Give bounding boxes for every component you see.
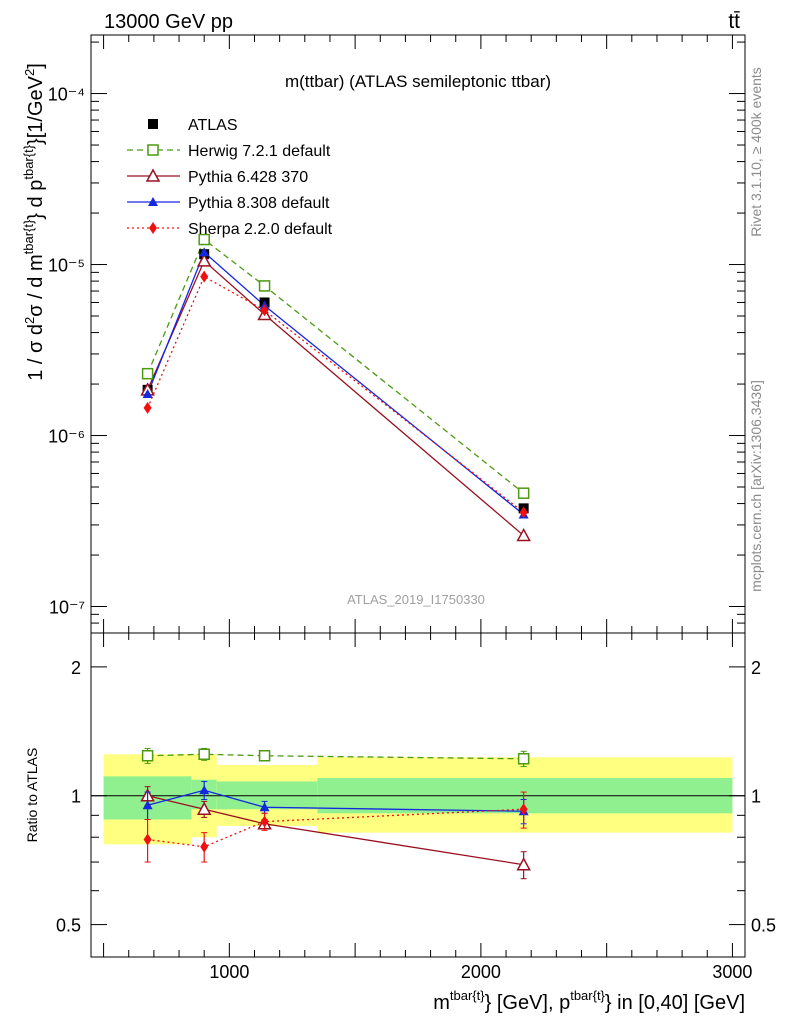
legend-label-sherpa: Sherpa 2.2.0 default <box>188 221 333 238</box>
py6-ratio-point <box>196 801 212 815</box>
analysis-id: ATLAS_2019_I1750330 <box>347 592 485 607</box>
plot-frames <box>90 34 746 958</box>
legend-marker-sherpa <box>149 222 157 234</box>
header-left: 13000 GeV pp <box>104 11 233 33</box>
rivet-label: Rivet 3.1.10, ≥ 400k events <box>748 67 764 237</box>
svg-text:1 / σ d2σ / d mtbar{t}} d ptba: 1 / σ d2σ / d mtbar{t}} d ptbar{t}}[1/Ge… <box>21 63 47 381</box>
series-lines <box>146 238 525 866</box>
legend-marker-py8 <box>148 197 158 206</box>
ratio-y-tick-label: 1 <box>71 787 81 807</box>
herwig-point <box>198 233 210 246</box>
legend-label-py8: Pythia 8.308 default <box>188 195 330 212</box>
ratio-y-tick-label: 2 <box>71 658 81 678</box>
chart-title: m(ttbar) (ATLAS semileptonic ttbar) <box>285 72 551 91</box>
ratio-ylabel: Ratio to ATLAS <box>24 748 40 843</box>
ratio-y-tick-label-right: 1 <box>751 787 761 807</box>
py6-ratio-point <box>516 857 531 871</box>
sherpa-line <box>146 275 525 513</box>
axis-ticks: 10⁻⁷ 10⁻⁶ 10⁻⁵ 10⁻⁴ 0.5 0.5 1 1 2 2 1000 2000 3000 <box>48 35 776 982</box>
x-tick-label: 2000 <box>461 962 501 982</box>
sherpa-ratio-point <box>519 803 528 816</box>
herwig-point <box>141 367 154 380</box>
x-tick-label: 1000 <box>209 962 249 982</box>
y-tick-label: 10⁻⁷ <box>49 598 85 618</box>
legend-label-py6: Pythia 6.428 370 <box>188 169 308 186</box>
herwig-line <box>146 238 525 494</box>
ratio-y-tick-label-right: 0.5 <box>751 916 776 936</box>
y-tick-label: 10⁻⁵ <box>48 256 85 276</box>
herwig-ratio-point <box>198 748 210 761</box>
sherpa-ratio-point <box>143 833 152 846</box>
py6-ratio-line <box>147 795 524 866</box>
py6-line <box>147 259 525 537</box>
mcplots-label: mcplots.cern.ch [arXiv:1306.3436] <box>748 380 764 592</box>
legend: ATLAS Herwig 7.2.1 default Pythia 6.428 37… <box>127 117 333 238</box>
sherpa-point <box>200 270 209 283</box>
sherpa-ratio-point <box>200 840 209 853</box>
y-tick-label: 10⁻⁶ <box>48 427 85 447</box>
sherpa-ratio-point <box>260 815 269 828</box>
legend-marker-atlas <box>148 119 158 129</box>
py6-point <box>196 253 212 267</box>
x-tick-label: 3000 <box>712 962 752 982</box>
py8-point <box>142 388 153 398</box>
legend-label-herwig: Herwig 7.2.1 default <box>188 143 331 160</box>
legend-marker-py6 <box>145 168 161 182</box>
herwig-ratio-point <box>141 750 154 762</box>
py8-line <box>146 251 525 516</box>
legend-label-atlas: ATLAS <box>188 117 238 134</box>
py8-ratio-point <box>199 785 210 795</box>
herwig-point <box>517 487 530 499</box>
legend-marker-herwig <box>147 144 159 156</box>
series-markers <box>140 233 531 880</box>
ratio-y-tick-label: 0.5 <box>56 916 81 936</box>
sherpa-point <box>143 401 152 414</box>
herwig-ratio-point <box>258 750 271 762</box>
herwig-point <box>258 280 271 292</box>
sherpa-point <box>260 304 269 317</box>
py8-ratio-point <box>142 800 153 810</box>
sherpa-point <box>519 506 528 519</box>
main-ylabel: 1 / σ d2σ / d mtbar{t}} d ptbar{t}}[1/Ge… <box>21 63 47 381</box>
py8-point <box>199 247 210 257</box>
py6-point <box>516 527 531 542</box>
py8-ratio-point <box>259 802 270 812</box>
header-right: tt̄ <box>728 10 740 33</box>
ratio-y-tick-label-right: 2 <box>751 658 761 678</box>
py8-ratio-line <box>147 789 524 812</box>
ratio-bands <box>91 754 745 845</box>
y-tick-label: 10⁻⁴ <box>48 85 85 105</box>
x-axis-label: mtbar{t}} [GeV], ptbar{t}} in [0,40] [Ge… <box>433 988 745 1014</box>
ratio-frame <box>90 632 746 958</box>
herwig-ratio-point <box>517 753 530 765</box>
